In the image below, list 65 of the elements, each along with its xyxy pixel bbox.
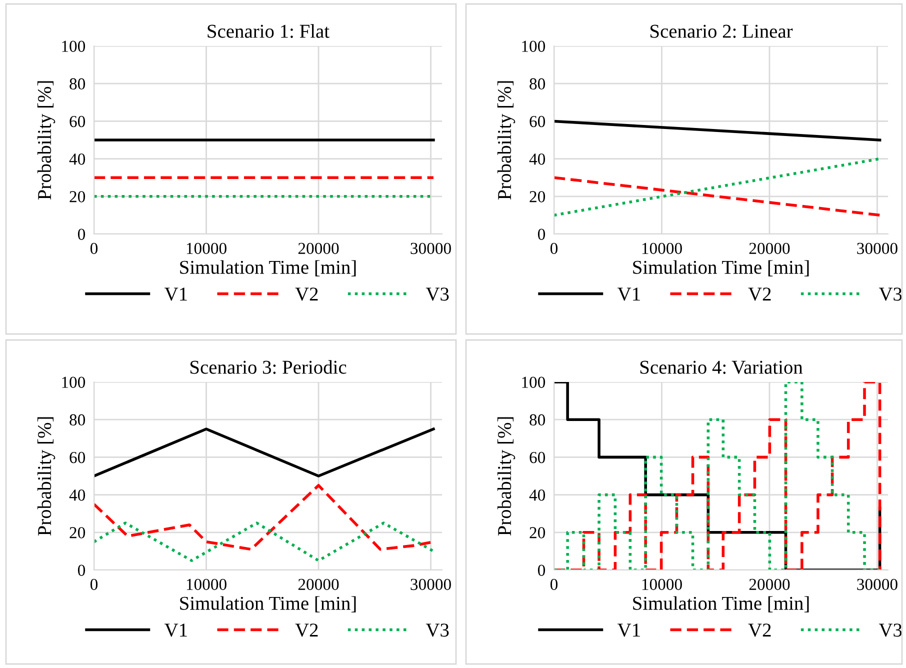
legend-label: V1	[164, 624, 187, 637]
legend-label: V3	[426, 624, 449, 637]
legend-label: V2	[748, 624, 771, 637]
y-axis-title: Probability [%]	[37, 417, 56, 536]
y-tick-label: 100	[62, 40, 86, 52]
x-tick-label: 10000	[642, 578, 682, 590]
line-series	[94, 522, 435, 562]
x-tick-label: 10000	[186, 242, 226, 254]
y-axis-title: Probability [%]	[497, 81, 516, 200]
chart-title: Scenario 1: Flat	[208, 24, 330, 38]
x-axis-title: Simulation Time [min]	[633, 596, 809, 612]
y-tick-label: 0	[538, 228, 546, 240]
x-tick-label: 10000	[186, 578, 226, 590]
y-tick-label: 40	[529, 490, 546, 501]
y-tick-label: 100	[522, 40, 546, 52]
x-tick-label: 30000	[857, 578, 898, 590]
y-tick-label: 20	[70, 527, 86, 538]
x-tick-label: 20000	[298, 578, 339, 590]
x-tick-label: 0	[550, 242, 558, 254]
y-tick-label: 20	[530, 191, 546, 202]
y-tick-label: 0	[78, 228, 86, 240]
chart-title: Scenario 4: Variation	[640, 360, 803, 374]
x-tick-label: 0	[90, 578, 98, 590]
x-axis-title: Simulation Time [min]	[633, 260, 809, 276]
x-tick-label: 0	[550, 578, 558, 590]
y-tick-label: 40	[69, 490, 86, 501]
y-tick-label: 60	[530, 452, 546, 464]
legend-label: V1	[618, 624, 640, 637]
y-tick-label: 100	[62, 376, 86, 388]
y-tick-label: 60	[70, 116, 86, 128]
y-tick-label: 20	[530, 527, 546, 538]
legend-label: V2	[295, 624, 318, 637]
y-tick-label: 20	[70, 191, 86, 202]
x-tick-label: 10000	[642, 242, 682, 254]
y-tick-label: 60	[530, 116, 546, 128]
x-axis-title: Simulation Time [min]	[180, 260, 356, 276]
x-tick-label: 20000	[749, 242, 790, 254]
y-tick-label: 0	[78, 564, 86, 576]
y-tick-label: 0	[538, 564, 546, 576]
legend-label: V2	[295, 288, 318, 301]
x-tick-label: 30000	[857, 242, 898, 254]
legend-label: V1	[618, 288, 640, 301]
y-tick-label: 100	[522, 376, 546, 388]
x-tick-label: 20000	[749, 578, 790, 590]
legend-label: V3	[878, 624, 902, 637]
y-axis-title: Probability [%]	[37, 81, 56, 200]
x-tick-label: 30000	[410, 242, 451, 254]
y-tick-label: 80	[530, 78, 546, 90]
y-axis-title: Probability [%]	[497, 417, 516, 536]
legend-label: V3	[426, 288, 449, 301]
x-tick-label: 30000	[410, 578, 451, 590]
y-tick-label: 40	[69, 154, 86, 165]
chart-title: Scenario 2: Linear	[650, 24, 793, 38]
chart-title: Scenario 3: Periodic	[190, 360, 346, 374]
y-tick-label: 80	[70, 78, 86, 90]
legend-label: V3	[878, 288, 902, 301]
y-tick-label: 80	[70, 414, 86, 426]
x-tick-label: 0	[90, 242, 98, 254]
legend-label: V1	[164, 288, 187, 301]
y-tick-label: 80	[530, 414, 546, 426]
x-axis-title: Simulation Time [min]	[180, 596, 356, 612]
x-tick-label: 20000	[298, 242, 339, 254]
y-tick-label: 40	[529, 154, 546, 165]
y-tick-label: 60	[70, 452, 86, 464]
legend-label: V2	[748, 288, 771, 301]
